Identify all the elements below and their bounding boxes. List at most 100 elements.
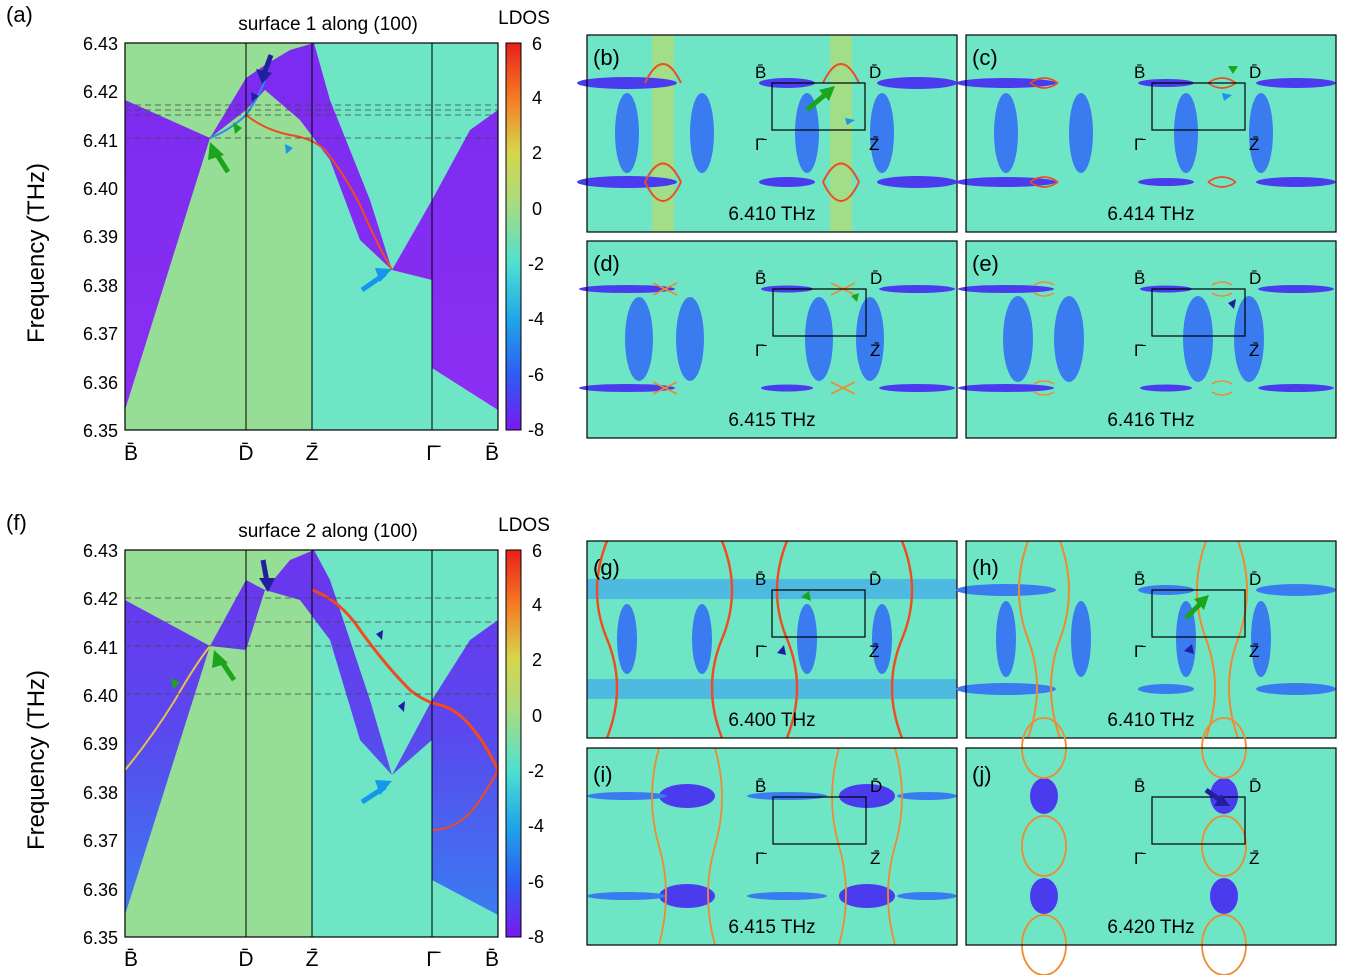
tri-blue-b	[845, 118, 855, 125]
tri-navy-f-1	[376, 630, 383, 640]
xtick-f-0: B̄	[124, 948, 138, 971]
cbar-a-tick-1: 4	[532, 88, 542, 108]
bz-d-Z: Z̄	[870, 341, 880, 360]
bz-c-D: D̄	[1249, 63, 1261, 82]
bz-box-j	[1151, 796, 1246, 845]
arrow-green-h	[1184, 601, 1203, 620]
bz-j-Z: Z̄	[1249, 849, 1259, 868]
panel-c: B̄ D̄ Γ̄ Z̄ (c) 6.414 THz	[956, 34, 1337, 233]
bz-h-G: Γ̄	[1134, 642, 1146, 661]
ytick-f-0: 6.43	[83, 541, 118, 561]
panel-g-label: (g)	[593, 555, 620, 580]
cbar-a-tick-2: 2	[532, 143, 542, 163]
bz-b-B: B̄	[755, 63, 766, 82]
xaxis-a: B̄ D̄ Z̄ Γ̄ B̄	[124, 442, 499, 465]
ytick-f-3: 6.40	[83, 686, 118, 706]
ytick-a-8: 6.35	[83, 421, 118, 441]
ytick-f-8: 6.35	[83, 928, 118, 948]
xaxis-f: B̄ D̄ Z̄ Γ̄ B̄	[124, 948, 499, 971]
panel-d: B̄ D̄ Γ̄ Z̄ (d) 6.415 THz	[579, 240, 958, 439]
surface-state-f-left	[125, 645, 211, 771]
panel-g: B̄ D̄ Γ̄ Z̄ (g) 6.400 THz	[586, 540, 958, 739]
panel-c-features	[956, 77, 1336, 188]
panel-e-features	[958, 281, 1334, 396]
ytick-f-7: 6.36	[83, 880, 118, 900]
bz-i-Z: Z̄	[870, 849, 880, 868]
hsym-lines-a	[245, 43, 433, 430]
bz-g-Z: Z̄	[869, 642, 879, 661]
colorbar-f: LDOS 6 4 2 0 -2 -4 -6 -8	[498, 515, 550, 947]
ytick-a-6: 6.37	[83, 324, 118, 344]
bz-box-c	[1151, 82, 1246, 131]
xtick-f-3: Γ̄	[426, 948, 441, 971]
xtick-f-1: D̄	[238, 948, 253, 971]
colorbar-a: LDOS 6 4 2 0 -2 -4 -6 -8	[498, 8, 550, 440]
ylabel-f: Frequency (THz)	[23, 670, 50, 850]
bz-box-g	[771, 589, 866, 638]
cbar-a-tick-0: 6	[532, 34, 542, 54]
panel-i-label: (i)	[593, 762, 613, 787]
xtick-f-4: B̄	[485, 948, 499, 971]
tri-blue-c	[1222, 93, 1232, 101]
ytick-f-4: 6.39	[83, 734, 118, 754]
panel-c-bg	[966, 35, 1336, 232]
ytick-a-2: 6.41	[83, 131, 118, 151]
ytick-f-2: 6.41	[83, 638, 118, 658]
dashed-levels-f	[125, 597, 498, 695]
arrows-a	[208, 54, 392, 293]
arrow-green-b	[805, 91, 829, 112]
panel-h-bg	[966, 541, 1336, 738]
cbar-f-tick-5: -4	[528, 816, 544, 836]
yaxis-a: 6.43 6.42 6.41 6.40 6.39 6.38 6.37 6.36 …	[83, 34, 118, 441]
hsym-lines-f	[245, 550, 433, 937]
ytick-a-4: 6.39	[83, 227, 118, 247]
tri-navy-h	[1184, 644, 1194, 654]
tri-green-c	[1228, 66, 1238, 74]
tri-green-a	[233, 122, 242, 134]
cbar-f-tick-1: 4	[532, 595, 542, 615]
ytick-f-1: 6.42	[83, 589, 118, 609]
panel-d-freq: 6.415 THz	[728, 410, 815, 431]
colorbar-f-bar	[505, 549, 522, 938]
arrow-blue-f-head	[375, 780, 392, 795]
panel-j-bg	[966, 748, 1336, 945]
bz-g-B: B̄	[755, 570, 766, 589]
panel-c-label: (c)	[972, 45, 998, 70]
cbar-a-tick-4: -2	[528, 254, 544, 274]
panel-i-freq: 6.415 THz	[728, 917, 815, 938]
xtick-a-0: B̄	[124, 442, 138, 465]
bz-b-G: Γ̄	[755, 135, 767, 154]
cbar-a-tick-3: 0	[532, 199, 542, 219]
bz-h-B: B̄	[1134, 570, 1145, 589]
panel-c-freq: 6.414 THz	[1107, 204, 1194, 225]
bz-c-Z: Z̄	[1249, 135, 1259, 154]
ytick-a-1: 6.42	[83, 82, 118, 102]
bz-j-G: Γ̄	[1134, 849, 1146, 868]
panel-h-frame	[965, 540, 1337, 739]
xtick-f-2: Z̄	[306, 948, 319, 971]
surface-state-f	[311, 588, 498, 771]
panel-d-features	[579, 282, 955, 395]
bz-i-D: D̄	[870, 777, 882, 796]
panel-d-frame	[586, 240, 958, 439]
panel-g-frame	[586, 540, 958, 739]
dashed-levels-a	[125, 104, 498, 139]
cbar-f-tick-7: -8	[528, 927, 544, 947]
bz-d-D: D̄	[870, 269, 882, 288]
bz-e-G: Γ̄	[1134, 341, 1146, 360]
cbar-a-tick-5: -4	[528, 309, 544, 329]
tri-navy-a	[251, 92, 259, 102]
arrow-blue-a-head	[375, 268, 392, 282]
ytick-f-6: 6.37	[83, 831, 118, 851]
ytick-a-7: 6.36	[83, 373, 118, 393]
colorbar-a-bar	[505, 42, 522, 431]
panel-b-freq: 6.410 THz	[728, 204, 815, 225]
arrows-f	[171, 559, 405, 805]
cbar-f-tick-6: -6	[528, 872, 544, 892]
arrow-navy-j-head	[1214, 794, 1230, 806]
arrow-navy-a	[261, 54, 274, 75]
arrow-navy-j	[1204, 787, 1222, 803]
colorbar-f-label: LDOS	[498, 515, 550, 536]
ylabel-a: Frequency (THz)	[23, 163, 50, 343]
bz-box-i	[772, 796, 867, 845]
